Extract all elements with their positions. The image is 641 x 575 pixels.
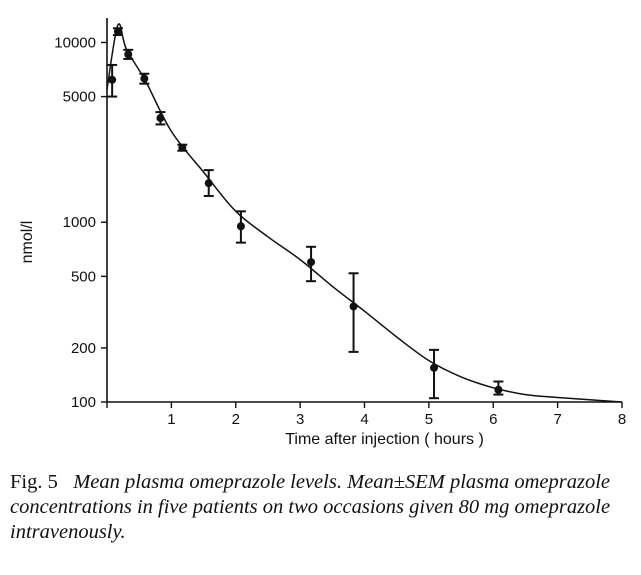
- data-point: [493, 380, 504, 396]
- x-tick-label: 1: [167, 411, 175, 428]
- data-marker: [494, 385, 503, 394]
- x-tick-label: 5: [425, 411, 433, 428]
- data-marker: [236, 222, 245, 231]
- data-marker: [124, 50, 133, 59]
- data-point: [235, 210, 246, 244]
- fitted-curve-layer: [106, 23, 623, 403]
- y-tick-label: 1000: [63, 214, 96, 231]
- data-marker: [113, 27, 122, 36]
- chart: 1 2 3 4 5 6 7 8 100 200 500 1000 5000 10000 Time afte…: [19, 18, 626, 448]
- data-point: [155, 111, 166, 126]
- data-point: [123, 48, 134, 60]
- data-marker: [156, 114, 165, 123]
- x-tick-label: 2: [232, 411, 240, 428]
- y-tick-label: 100: [71, 394, 96, 411]
- figure-caption: Fig. 5 Mean plasma omeprazole levels. Me…: [10, 470, 630, 545]
- x-tick-label: 7: [553, 411, 561, 428]
- ticks: 1 2 3 4 5 6 7 8 100 200 500 1000 5000 10000: [54, 34, 626, 428]
- data-marker: [178, 143, 187, 152]
- data-marker: [349, 302, 358, 311]
- fitted-curve: [106, 23, 623, 403]
- y-tick-label: 5000: [63, 89, 96, 106]
- data-marker: [140, 74, 149, 83]
- data-point: [348, 272, 359, 353]
- data-marker: [307, 258, 316, 267]
- data-point: [177, 143, 188, 152]
- data-point: [139, 72, 150, 85]
- figure-number: Fig. 5: [10, 471, 58, 493]
- y-tick-label: 500: [71, 268, 96, 285]
- axes: [106, 18, 622, 403]
- x-tick-label: 6: [489, 411, 497, 428]
- data-marker: [108, 75, 117, 84]
- y-tick-label: 10000: [54, 34, 96, 51]
- data-marker: [430, 363, 439, 372]
- data-point: [306, 245, 317, 283]
- data-point: [203, 169, 214, 197]
- y-axis-label: nmol/l: [19, 221, 36, 264]
- x-axis-label: Time after injection ( hours ): [285, 431, 484, 448]
- caption-text: Mean plasma omeprazole levels. Mean±SEM …: [10, 471, 611, 543]
- x-tick-label: 4: [360, 411, 368, 428]
- data-points-layer: [107, 27, 504, 400]
- data-point: [112, 27, 123, 37]
- y-tick-label: 200: [71, 340, 96, 357]
- data-point: [107, 63, 118, 98]
- data-point: [429, 348, 440, 400]
- x-tick-label: 8: [618, 411, 626, 428]
- data-marker: [204, 179, 213, 188]
- x-tick-label: 3: [296, 411, 304, 428]
